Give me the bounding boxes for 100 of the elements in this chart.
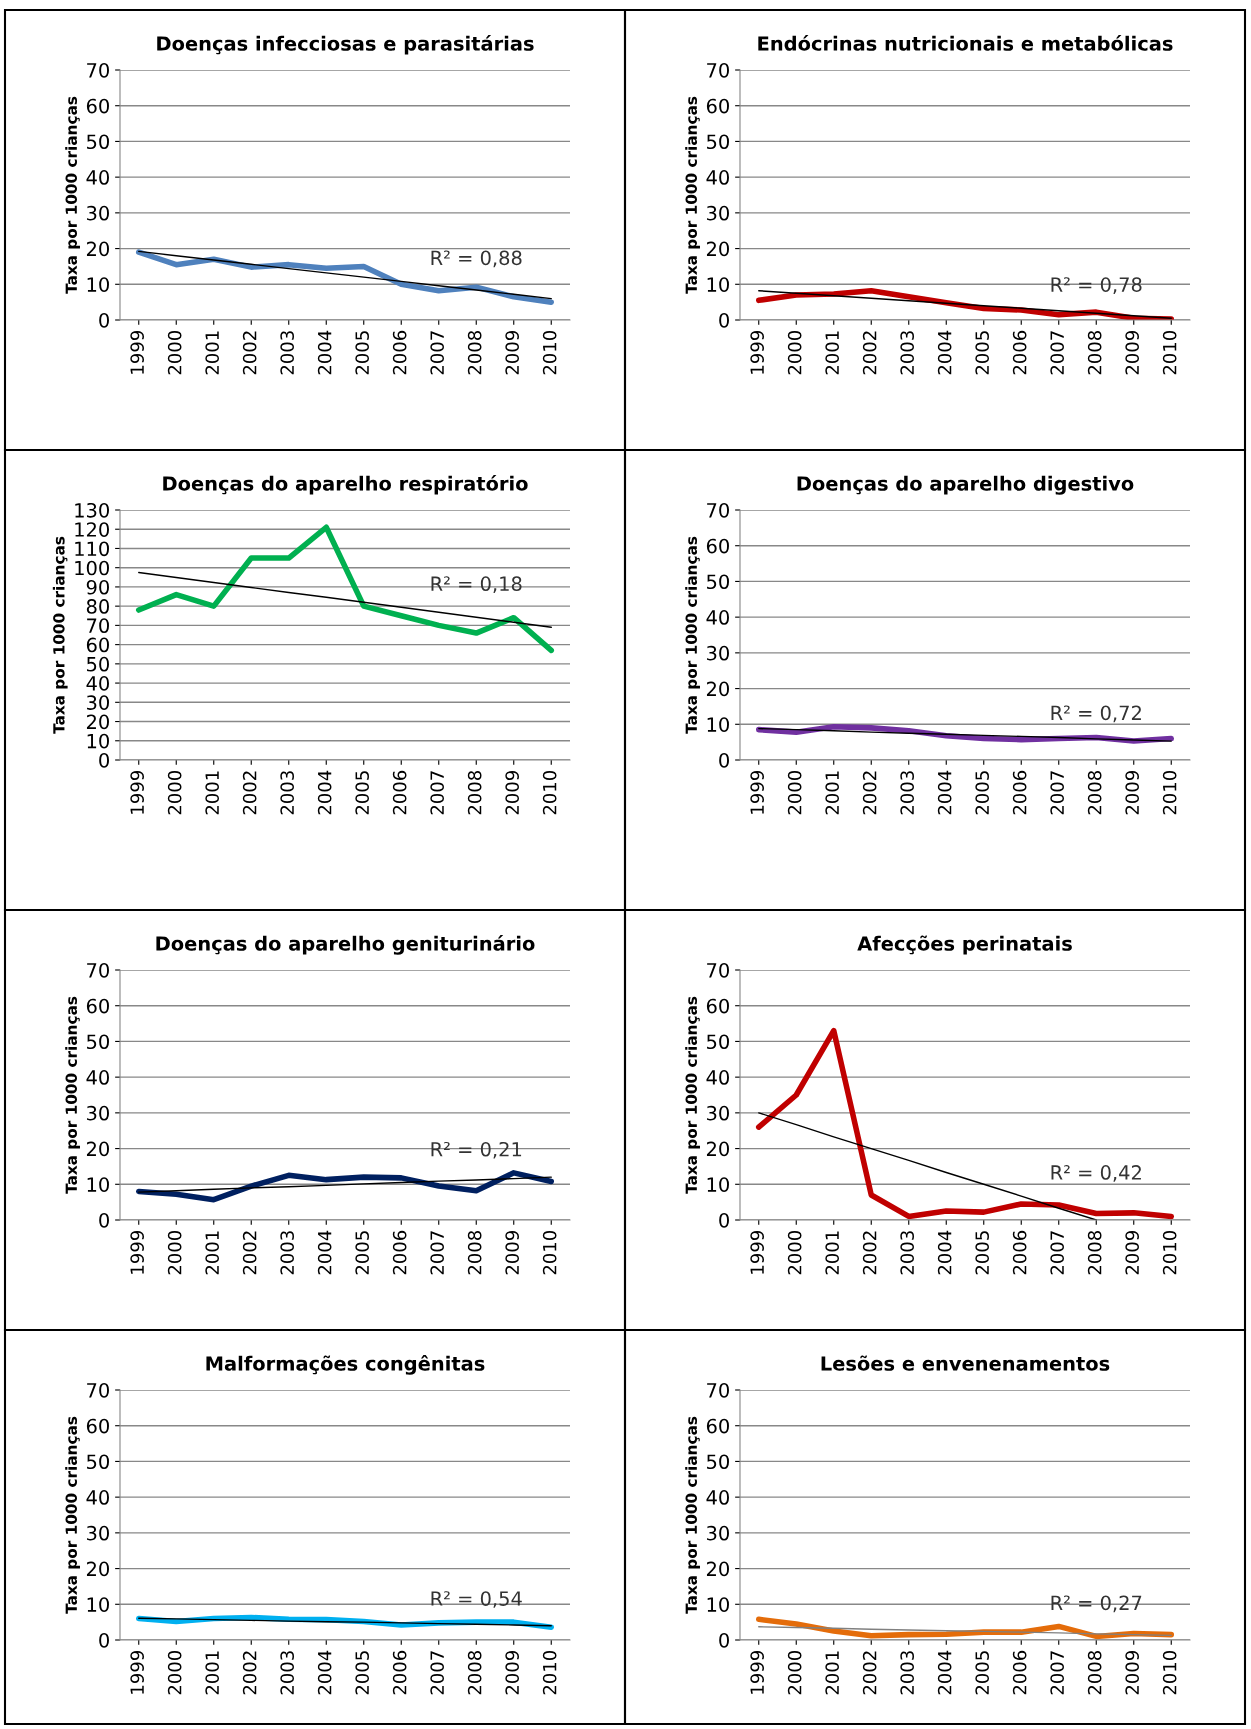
- x-tick-label: 2010: [542, 770, 557, 815]
- x-tick-label: 2005: [975, 1651, 989, 1695]
- x-tick-label: 2000: [167, 330, 182, 375]
- y-tick-label: 50: [87, 656, 109, 672]
- x-tick-label: 2007: [1050, 771, 1064, 815]
- y-tick-label: 30: [707, 205, 729, 221]
- y-tick-label: 0: [99, 312, 109, 328]
- x-tick-label: 2010: [1162, 330, 1177, 375]
- y-axis-title: Taxa por 1000 crianças: [685, 96, 700, 294]
- x-tick-label: 2004: [937, 330, 952, 375]
- x-tick-label: 1999: [750, 1230, 764, 1274]
- x-tick-label: 2000: [787, 1230, 802, 1275]
- y-tick-label: 30: [87, 1105, 109, 1121]
- y-tick-label: 40: [86, 1490, 109, 1505]
- chart-title: Doenças do aparelho respiratório: [163, 475, 528, 495]
- y-axis-title: Taxa por 1000 crianças: [65, 96, 80, 294]
- x-tick-label: 1999: [750, 1650, 764, 1694]
- y-tick-label: 0: [99, 752, 109, 768]
- x-tick-label: 2000: [167, 770, 182, 815]
- y-tick-label: 50: [707, 1454, 729, 1470]
- y-tick-label: 40: [86, 676, 109, 691]
- y-axis-title: Taxa por 1000 crianças: [65, 1416, 80, 1614]
- chart-title: Doenças infecciosas e parasitárias: [157, 35, 534, 55]
- y-tick-label: 10: [87, 1597, 109, 1612]
- x-tick-label: 2009: [505, 1650, 519, 1695]
- x-tick-label: 2010: [542, 1650, 557, 1695]
- x-tick-label: 2002: [242, 331, 257, 375]
- y-tick-label: 50: [707, 134, 729, 150]
- x-tick-label: 2001: [825, 331, 839, 375]
- x-tick-label: 2005: [355, 1231, 369, 1275]
- line-series: [138, 571, 552, 629]
- x-tick-label: 2007: [1050, 1651, 1064, 1695]
- x-tick-label: 2003: [280, 771, 294, 815]
- y-axis-title: Taxa por 1000 crianças: [685, 536, 700, 734]
- x-tick-label: 2009: [1125, 1230, 1139, 1275]
- x-tick-label: 2005: [355, 771, 369, 815]
- chart-title: Afecções perinatais: [857, 935, 1072, 955]
- x-tick-label: 2008: [1087, 1650, 1102, 1695]
- x-tick-label: 2008: [1087, 1230, 1102, 1275]
- x-tick-label: 1999: [130, 330, 144, 374]
- x-tick-label: 2007: [430, 1231, 444, 1275]
- y-tick-label: 60: [706, 98, 729, 114]
- x-tick-label: 2002: [242, 771, 257, 815]
- y-tick-label: 20: [86, 241, 109, 257]
- y-tick-label: 40: [706, 610, 729, 625]
- x-tick-label: 2007: [1050, 331, 1064, 375]
- y-tick-label: 0: [99, 1212, 109, 1228]
- x-tick-label: 2003: [900, 1231, 914, 1275]
- y-axis-title: Taxa por 1000 crianças: [65, 996, 80, 1194]
- x-tick-label: 2007: [430, 331, 444, 375]
- x-tick-label: 2005: [355, 331, 369, 375]
- y-tick-label: 100: [75, 560, 109, 576]
- y-tick-label: 40: [706, 170, 729, 185]
- x-tick-label: 2006: [1012, 1650, 1027, 1695]
- x-tick-label: 2003: [280, 1651, 294, 1695]
- x-tick-label: 2006: [392, 770, 407, 815]
- y-tick-label: 120: [75, 522, 109, 537]
- x-tick-label: 2002: [862, 771, 877, 815]
- y-tick-label: 30: [707, 645, 729, 661]
- y-tick-label: 10: [87, 277, 109, 292]
- y-tick-label: 10: [87, 1177, 109, 1192]
- x-tick-label: 2005: [975, 771, 989, 815]
- y-tick-label: 70: [707, 62, 729, 78]
- x-tick-label: 2010: [1162, 1230, 1177, 1275]
- y-tick-label: 60: [706, 1418, 729, 1434]
- x-tick-label: 2008: [467, 1230, 482, 1275]
- y-tick-label: 10: [707, 1597, 729, 1612]
- y-tick-label: 10: [707, 277, 729, 292]
- x-tick-label: 2005: [975, 1231, 989, 1275]
- y-tick-label: 20: [706, 241, 729, 257]
- x-tick-label: 1999: [130, 1650, 144, 1694]
- x-tick-label: 2009: [505, 770, 519, 815]
- x-tick-label: 2007: [430, 1651, 444, 1695]
- y-tick-label: 70: [87, 618, 109, 634]
- x-tick-label: 1999: [130, 770, 144, 814]
- x-tick-label: 2008: [467, 770, 482, 815]
- x-tick-label: 1999: [130, 1230, 144, 1274]
- y-axis-title: Taxa por 1000 crianças: [685, 1416, 700, 1614]
- x-tick-label: 2000: [167, 1230, 182, 1275]
- y-tick-label: 30: [87, 205, 109, 221]
- y-tick-label: 0: [719, 1212, 729, 1228]
- x-tick-label: 2005: [355, 1651, 369, 1695]
- y-tick-label: 60: [86, 637, 109, 653]
- x-tick-label: 2006: [392, 1650, 407, 1695]
- y-tick-label: 50: [87, 1034, 109, 1050]
- y-tick-label: 40: [706, 1070, 729, 1085]
- y-tick-label: 50: [707, 1034, 729, 1050]
- y-tick-label: 70: [707, 502, 729, 518]
- x-tick-label: 2006: [1012, 770, 1027, 815]
- y-tick-label: 70: [707, 1382, 729, 1398]
- y-tick-label: 70: [707, 962, 729, 978]
- y-tick-label: 0: [99, 1632, 109, 1648]
- x-tick-label: 2010: [542, 1230, 557, 1275]
- x-tick-label: 2003: [900, 331, 914, 375]
- x-tick-label: 2004: [317, 1650, 332, 1695]
- y-tick-label: 60: [706, 538, 729, 554]
- y-tick-label: 0: [719, 752, 729, 768]
- x-tick-label: 2002: [862, 331, 877, 375]
- y-tick-label: 30: [707, 1525, 729, 1541]
- x-tick-label: 2002: [862, 1231, 877, 1275]
